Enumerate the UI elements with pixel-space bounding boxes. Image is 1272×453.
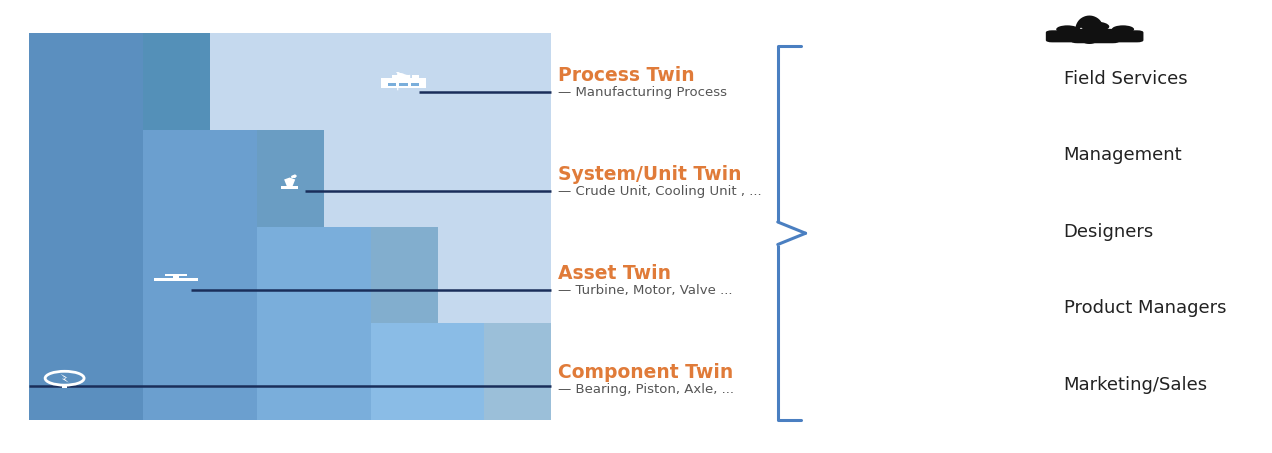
Bar [29,323,552,420]
Circle shape [1056,25,1079,33]
Text: Designers: Designers [1063,223,1154,241]
Bar [402,74,408,78]
Circle shape [1081,22,1109,32]
Text: System/Unit Twin: System/Unit Twin [557,165,742,184]
Bar [29,33,552,420]
Text: — Bearing, Piston, Axle, ...: — Bearing, Piston, Axle, ... [557,383,734,396]
Text: Process Twin: Process Twin [557,66,695,85]
Text: Field Services: Field Services [1063,70,1187,88]
Text: Management: Management [1063,146,1182,164]
Text: Component Twin: Component Twin [557,363,733,382]
Polygon shape [167,277,186,281]
Bar [62,385,67,388]
Bar [29,33,142,420]
Text: — Turbine, Motor, Valve ...: — Turbine, Motor, Valve ... [557,284,733,297]
FancyBboxPatch shape [1071,29,1119,43]
Polygon shape [284,178,295,187]
Bar [392,74,398,78]
Circle shape [1112,25,1135,33]
Bar [29,33,210,130]
Bar [173,275,179,280]
Bar [257,226,370,420]
Bar [382,78,426,88]
Bar [281,187,298,189]
Text: — Manufacturing Process: — Manufacturing Process [557,86,726,99]
Bar [370,323,485,420]
Bar [399,83,407,87]
Bar [142,130,257,420]
Bar [165,274,187,276]
Text: Product Managers: Product Managers [1063,299,1226,318]
Text: ⚑: ⚑ [392,70,415,94]
Bar [29,130,324,226]
Polygon shape [61,374,69,383]
Bar [412,74,418,78]
Text: Asset Twin: Asset Twin [557,264,670,283]
FancyBboxPatch shape [1103,30,1144,43]
Bar [154,279,198,281]
Text: Marketing/Sales: Marketing/Sales [1063,376,1207,394]
Text: ⚉: ⚉ [1071,14,1107,52]
FancyBboxPatch shape [1046,30,1086,43]
Bar [29,226,438,323]
FancyArrowPatch shape [293,176,295,177]
Bar [388,83,396,87]
Text: — Crude Unit, Cooling Unit , ...: — Crude Unit, Cooling Unit , ... [557,185,762,198]
Bar [411,83,420,87]
Bar [29,33,552,420]
